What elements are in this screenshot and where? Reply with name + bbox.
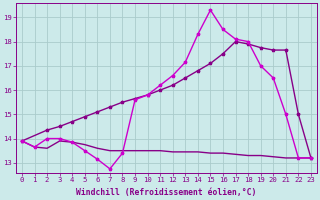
- X-axis label: Windchill (Refroidissement éolien,°C): Windchill (Refroidissement éolien,°C): [76, 188, 257, 197]
